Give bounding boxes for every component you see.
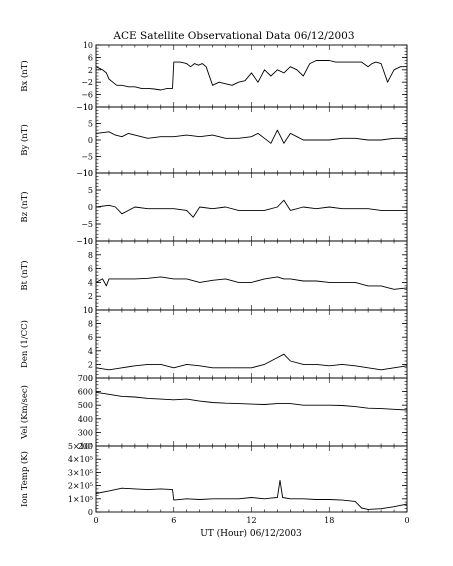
y-tick-label: 4×10⁵	[68, 455, 93, 464]
panel-frame	[95, 172, 408, 242]
series-line	[95, 391, 408, 411]
series-line	[95, 199, 407, 218]
series-line	[95, 479, 408, 510]
y-tick-label: −5	[81, 153, 93, 162]
x-tick-label: 0	[93, 516, 98, 525]
y-tick-label: 10	[83, 169, 93, 178]
y-tick-label: 10	[83, 237, 93, 246]
panel-frame	[95, 240, 408, 311]
y-axis-label: Vel (Km/sec)	[19, 385, 30, 440]
y-tick-label: −2	[81, 78, 93, 87]
y-tick-label: 600	[78, 388, 93, 397]
series-line	[95, 129, 407, 144]
panel-4: 10 8 6 4 2 0 Bt (nT)	[19, 237, 408, 315]
y-tick-label: 4	[88, 347, 93, 356]
y-tick-label: 1×10⁵	[68, 495, 93, 504]
panel-2: 10 5 0 −5 −10 By (nT)	[19, 103, 408, 178]
y-tick-label: 0	[88, 374, 93, 383]
y-tick-label: 6	[88, 333, 93, 342]
y-axis-label: Bz (nT)	[19, 191, 30, 222]
panel-7: 5×10⁵ 4×10⁵ 3×10⁵ 2×10⁵ 1×10⁵ 0 Ion Temp (K)	[19, 442, 408, 517]
panel-frame	[95, 106, 408, 174]
y-tick-label: 10	[83, 41, 93, 50]
y-axis-label: By (nT)	[19, 124, 30, 156]
panel-5: 10 8 6 4 2 0 Den (1/CC)	[19, 306, 408, 383]
x-tick-label: 18	[324, 516, 334, 525]
panel-frame	[95, 44, 408, 108]
y-tick-label: 10	[83, 103, 93, 112]
y-tick-label: 4	[88, 278, 93, 287]
y-tick-label: 700	[78, 374, 93, 383]
y-tick-label: 8	[88, 251, 93, 260]
y-tick-label: 500	[78, 401, 93, 410]
y-tick-label: 300	[78, 428, 93, 437]
panel-frame	[95, 445, 408, 513]
y-axis-label: Bx (nT)	[19, 60, 30, 92]
y-tick-label: −10	[76, 103, 93, 112]
y-tick-label: 6	[88, 53, 93, 62]
y-tick-label: 6	[88, 265, 93, 274]
y-tick-label: 5	[88, 186, 93, 195]
y-tick-label: −5	[81, 220, 93, 229]
y-tick-label: −6	[81, 91, 93, 100]
x-tick-label: 6	[171, 516, 176, 525]
y-axis-label: Ion Temp (K)	[19, 451, 30, 507]
chart-title: ACE Satellite Observational Data 06/12/2…	[112, 30, 354, 42]
series-line	[95, 276, 408, 290]
y-tick-label: 2×10⁵	[68, 482, 93, 491]
y-tick-label: 0	[88, 306, 93, 315]
series-line	[95, 353, 408, 371]
panel-3: 10 5 0 −5 −10 Bz (nT)	[19, 169, 408, 246]
y-tick-label: −10	[76, 169, 93, 178]
y-tick-label: 8	[88, 320, 93, 329]
y-tick-label: 0	[88, 136, 93, 145]
x-axis-label: UT (Hour) 06/12/2003	[200, 528, 302, 539]
panel-frame	[95, 377, 408, 447]
panel-6: 700 600 500 400 300 200 Vel (Km/sec)	[19, 374, 408, 451]
x-tick-label: 0	[404, 516, 409, 525]
y-tick-label: 200	[78, 442, 93, 451]
panel-1: 10 6 2 −2 −6 −10 Bx (nT)	[19, 41, 408, 112]
x-tick-label: 12	[246, 516, 256, 525]
y-tick-label: 0	[88, 203, 93, 212]
y-axis-label: Den (1/CC)	[19, 320, 30, 368]
y-tick-label: 5	[88, 120, 93, 129]
y-tick-label: 3×10⁵	[68, 468, 93, 477]
y-tick-label: 400	[78, 415, 93, 424]
y-tick-label: 10	[83, 306, 93, 315]
series-line	[95, 60, 407, 91]
y-axis-label: Bt (nT)	[19, 260, 30, 290]
y-tick-label: 2	[88, 292, 93, 301]
y-tick-label: 2	[88, 66, 93, 75]
y-tick-label: −10	[76, 237, 93, 246]
y-tick-label: 5×10⁵	[68, 442, 93, 451]
y-tick-label: 0	[88, 508, 93, 517]
y-tick-label: 2	[88, 360, 93, 369]
